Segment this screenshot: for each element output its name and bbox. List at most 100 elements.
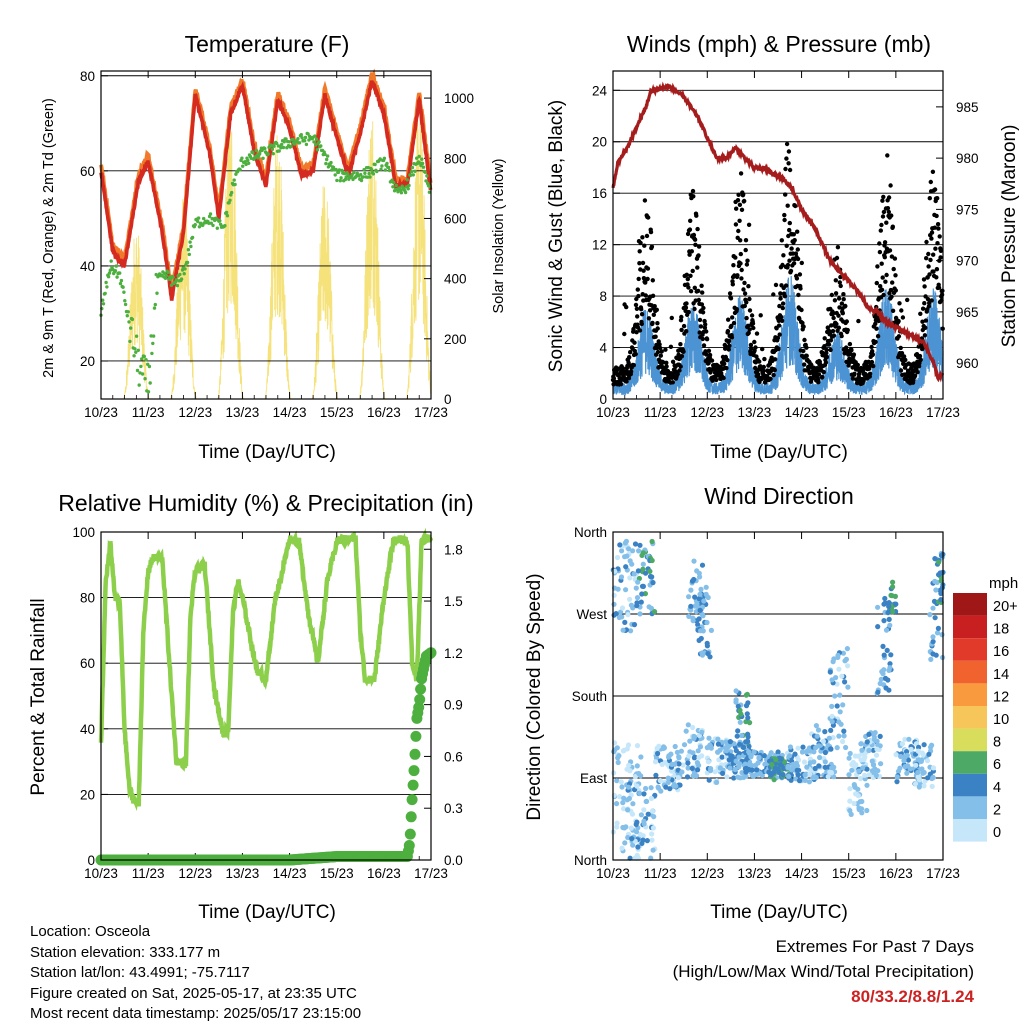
direction-point [745, 715, 751, 721]
direction-point [864, 766, 870, 772]
direction-point [919, 757, 925, 763]
dewpoint-point [129, 326, 133, 330]
direction-point [886, 600, 892, 606]
dewpoint-point [367, 171, 371, 176]
wdir-xlabel: Time (Day/UTC) [710, 902, 848, 923]
direction-point [674, 749, 681, 755]
direction-point [849, 767, 855, 773]
dewpoint-point [127, 320, 131, 324]
direction-point [708, 627, 715, 634]
direction-point [885, 610, 891, 616]
gust-point [881, 194, 886, 200]
gust-point [824, 354, 830, 360]
dewpoint-point [169, 283, 174, 287]
rh-title: Relative Humidity (%) & Precipitation (i… [58, 490, 473, 516]
direction-point [894, 779, 900, 785]
direction-point [630, 842, 636, 848]
dewpoint-point [150, 351, 154, 356]
direction-point [640, 566, 646, 572]
dewpoint-point [164, 274, 168, 278]
gust-point [824, 347, 829, 353]
direction-point [860, 765, 866, 771]
gust-point [701, 343, 707, 348]
dewpoint-point [101, 298, 105, 302]
gust-point [691, 194, 696, 199]
legend-swatch [953, 706, 987, 729]
gust-point [638, 240, 643, 246]
direction-point [733, 748, 739, 754]
legend-label: 10 [993, 712, 1009, 728]
direction-point [629, 811, 636, 817]
gust-point [738, 171, 744, 176]
dewpoint-point [193, 223, 197, 227]
dewpoint-point [337, 168, 342, 172]
gust-point [645, 276, 650, 282]
gust-point [636, 276, 641, 282]
gust-point [924, 256, 929, 261]
direction-point [888, 652, 894, 658]
extremes-title: Extremes For Past 7 Days [775, 937, 974, 956]
legend-label: 16 [993, 644, 1009, 660]
gust-point [787, 167, 793, 173]
direction-point [650, 580, 656, 586]
dewpoint-point [396, 190, 400, 194]
direction-point [886, 616, 892, 623]
direction-point [902, 754, 908, 760]
x-tick-label: 10/23 [84, 405, 118, 420]
y-tick-label: North [574, 853, 607, 868]
extremes-values: 80/33.2/8.8/1.24 [851, 987, 974, 1006]
gust-point [640, 235, 645, 240]
gust-point [935, 241, 940, 246]
gust-point [639, 312, 645, 317]
dewpoint-point [113, 269, 118, 273]
direction-point [778, 756, 784, 762]
gust-point [646, 316, 652, 321]
direction-point [635, 844, 641, 850]
x-tick-label: 10/23 [596, 866, 630, 881]
direction-point [724, 748, 730, 754]
y2-tick-label: 965 [956, 305, 979, 320]
gust-point [772, 367, 777, 373]
direction-point [931, 598, 938, 605]
direction-point [667, 786, 673, 792]
direction-point [616, 614, 622, 621]
gust-point [757, 359, 762, 364]
gust-point [879, 222, 884, 228]
direction-point [882, 595, 888, 602]
gust-point [829, 292, 834, 298]
dewpoint-point [186, 248, 191, 252]
gust-point [687, 227, 693, 232]
y2-tick-label: 400 [444, 272, 467, 287]
dewpoint-point [224, 210, 229, 215]
direction-point [926, 751, 932, 757]
gust-point [685, 231, 691, 237]
direction-point [799, 749, 806, 755]
gust-point [777, 303, 782, 309]
gust-point [733, 255, 738, 260]
direction-point [933, 587, 939, 593]
direction-point [699, 652, 706, 658]
direction-point [781, 765, 787, 771]
gust-point [799, 260, 804, 266]
gust-point [686, 285, 691, 290]
direction-point [840, 738, 846, 745]
direction-point [697, 591, 703, 597]
gust-point [707, 352, 713, 358]
y-tick-label: West [576, 607, 607, 622]
gust-point [745, 258, 750, 263]
dewpoint-point [196, 219, 200, 224]
direction-point [675, 775, 681, 781]
direction-point [887, 622, 893, 628]
dewpoint-point [417, 154, 421, 159]
gust-point [627, 355, 632, 360]
dewpoint-point [178, 272, 182, 277]
precip-point [409, 748, 421, 760]
gust-point [733, 222, 739, 227]
dewpoint-point [139, 364, 143, 369]
gust-point [738, 238, 743, 243]
gust-point [912, 373, 918, 378]
direction-point [720, 770, 726, 777]
figure-created: Figure created on Sat, 2025-05-17, at 23… [30, 984, 357, 1002]
gust-point [678, 318, 684, 323]
direction-point [836, 666, 842, 672]
